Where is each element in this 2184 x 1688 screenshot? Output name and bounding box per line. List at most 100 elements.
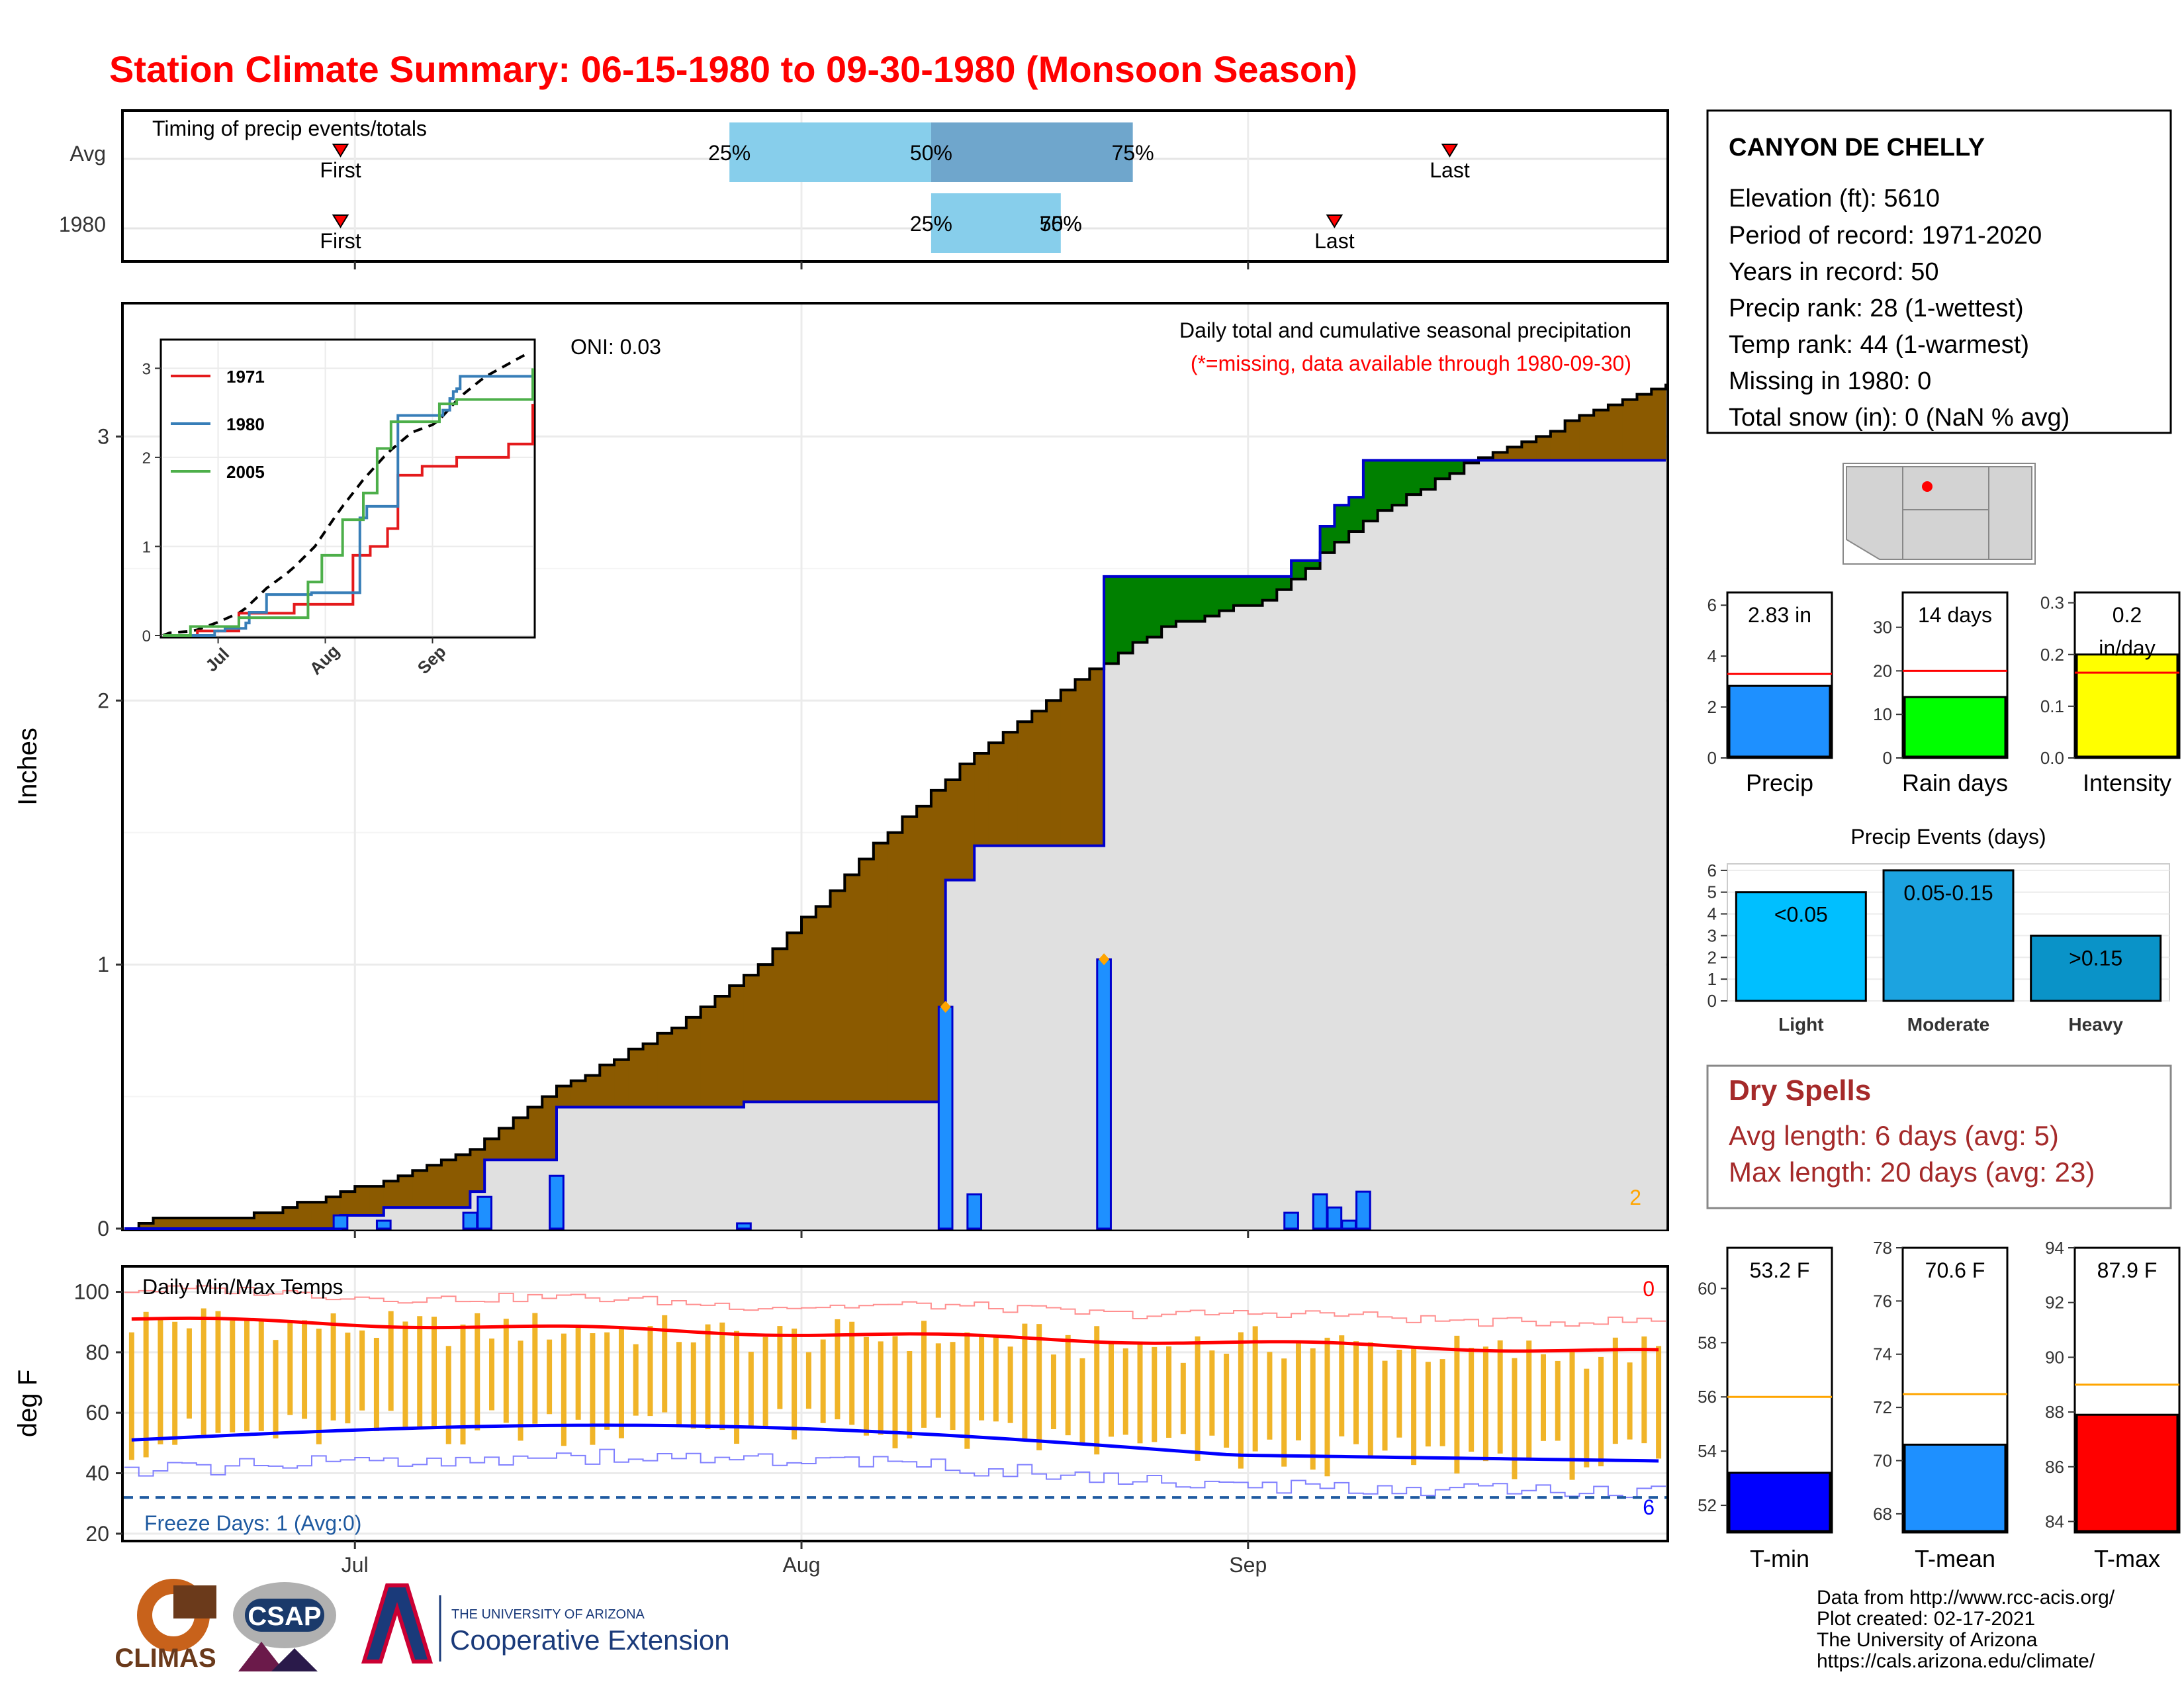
- temp-range-bar-98: [1540, 1354, 1546, 1441]
- timing-avg-first-label: First: [320, 158, 361, 182]
- deficit-fill-35: [628, 1049, 644, 1107]
- events-bar-light: [1735, 891, 1867, 1002]
- temp-range-bar-44: [762, 1336, 768, 1429]
- temp-ytick-label-4: 100: [74, 1280, 109, 1304]
- temp-range-bar-66: [1079, 1358, 1085, 1444]
- timing-row-year: 1980: [59, 212, 106, 236]
- temp-range-bar-6: [215, 1311, 221, 1433]
- temp-range-bar-93: [1469, 1348, 1475, 1452]
- temp-summary-label-2: T-max: [2094, 1545, 2160, 1572]
- temp-range-bar-81: [1295, 1342, 1301, 1440]
- temp-range-bar-1: [143, 1311, 149, 1458]
- deficit-fill-55: [917, 806, 932, 1102]
- deficit-fill-37: [657, 1033, 672, 1107]
- deficit-fill-18: [383, 1181, 399, 1208]
- temp-range-bar-42: [734, 1331, 740, 1444]
- tmin-record-line: [124, 1448, 1666, 1499]
- temp-range-bar-71: [1152, 1346, 1158, 1442]
- deficit-fill-38: [672, 1027, 687, 1107]
- timing-year-first-label: First: [320, 229, 361, 253]
- station-line-6: Missing in 1980: 0: [1729, 367, 1931, 395]
- summary-value-label-1: 14 days: [1918, 603, 1992, 627]
- temp-range-bar-14: [330, 1313, 336, 1421]
- deficit-fill-100: [1565, 420, 1580, 461]
- climas-text: CLIMAS: [114, 1644, 216, 1673]
- summary-ytick-label-0-2: 4: [1707, 646, 1717, 666]
- temp-range-bar-59: [979, 1333, 985, 1421]
- deficit-fill-17: [369, 1186, 385, 1216]
- deficit-fill-31: [570, 1080, 586, 1107]
- temp-range-bar-16: [359, 1330, 365, 1411]
- deficit-fill-39: [686, 1017, 702, 1107]
- deficit-fill-54: [902, 816, 917, 1102]
- deficit-fill-47: [801, 917, 817, 1102]
- temp-range-bar-95: [1497, 1340, 1503, 1454]
- missing-count: 2: [1629, 1186, 1641, 1209]
- deficit-fill-2: [153, 1218, 168, 1229]
- deficit-fill-1: [138, 1223, 154, 1229]
- temp-range-bar-85: [1353, 1341, 1359, 1444]
- credit-line-1: Data from http://www.rcc-acis.org/: [1817, 1587, 2115, 1609]
- timing-panel: Timing of precip events/totals Avg 1980 …: [59, 109, 1669, 263]
- daily-max-marker-6: [940, 1000, 951, 1013]
- surplus-fill-83: [1320, 526, 1335, 553]
- temp-range-bar-80: [1281, 1358, 1287, 1467]
- temp-range-bar-70: [1137, 1341, 1143, 1444]
- temp-range-bar-5: [201, 1308, 206, 1435]
- daily-max-marker-8: [1099, 953, 1110, 966]
- summary-category-label-2: Intensity: [2083, 769, 2171, 796]
- events-ytick-label-0: 0: [1707, 991, 1717, 1011]
- deficit-fill-61: [1003, 732, 1019, 846]
- inset-ytick-label-2: 2: [142, 449, 151, 467]
- temp-range-bar-52: [878, 1341, 884, 1435]
- avg-cumulative-line: [124, 383, 1667, 1230]
- credit-line-2: Plot created: 02-17-2021: [1817, 1608, 2035, 1630]
- surplus-fill-75: [1205, 576, 1220, 616]
- temp-range-bar-46: [792, 1329, 797, 1440]
- temp-range-bar-50: [849, 1321, 855, 1425]
- events-ytick-label-4: 4: [1707, 904, 1717, 924]
- deficit-fill-67: [1089, 669, 1105, 846]
- events-category-label-2: Heavy: [2068, 1014, 2123, 1035]
- surplus-fill-70: [1132, 576, 1148, 643]
- timing-avg-last-label: Last: [1430, 158, 1470, 182]
- temp-range-bar-12: [302, 1320, 308, 1419]
- timing-row-avg: Avg: [69, 142, 106, 165]
- temp-xtick-label-0: Jul: [341, 1553, 369, 1577]
- surplus-fill-78: [1248, 576, 1263, 606]
- deficit-fill-27: [513, 1117, 528, 1160]
- tmax-avg-line: [131, 1316, 1659, 1353]
- summary-value-bar-1: [1903, 696, 2007, 758]
- deficit-fill-28: [527, 1107, 543, 1160]
- ua-big-text: Cooperative Extension: [450, 1624, 730, 1656]
- temp-range-bar-104: [1627, 1362, 1633, 1440]
- summary-ytick-label-1-0: 0: [1883, 748, 1892, 768]
- temp-range-bar-38: [676, 1342, 682, 1428]
- temp-summary-t-min: 53.2 F T-min 52 54 56 58 60: [1698, 1246, 1833, 1572]
- page-title: Station Climate Summary: 06-15-1980 to 0…: [109, 48, 1357, 90]
- summary-ytick-label-1-3: 30: [1873, 618, 1892, 637]
- summary-bar-rain-days: 14 days Rain days 0 10 20 30: [1873, 591, 2009, 796]
- temp-range-bar-102: [1598, 1356, 1604, 1467]
- timing-avg-first-marker: [332, 144, 349, 158]
- temp-summary-ytick-label-2-2: 88: [2045, 1402, 2064, 1422]
- temp-range-bar-89: [1411, 1346, 1417, 1466]
- temp-summary-ytick-label-0-0: 52: [1698, 1495, 1717, 1515]
- temp-range-bar-30: [561, 1333, 567, 1446]
- deficit-fill-60: [988, 743, 1004, 846]
- timing-year-q25-label: 25%: [910, 212, 952, 236]
- summary-ytick-label-2-1: 0.1: [2040, 696, 2064, 716]
- surplus-fill-85: [1349, 497, 1364, 532]
- temp-summary-ytick-label-2-3: 90: [2045, 1347, 2064, 1367]
- temp-summary-ytick-label-1-1: 70: [1873, 1450, 1892, 1470]
- freeze-label: Freeze Days: 1 (Avg:0): [144, 1511, 361, 1535]
- deficit-fill-22: [441, 1160, 457, 1208]
- timing-year-last-label: Last: [1314, 229, 1355, 253]
- temp-summary-ytick-label-2-0: 84: [2045, 1511, 2064, 1531]
- timing-year-q50-label: 50%: [1040, 212, 1082, 236]
- inset-ytick-label-1: 1: [142, 538, 151, 556]
- surplus-fill-92: [1449, 460, 1465, 474]
- location-map: [1843, 463, 2036, 565]
